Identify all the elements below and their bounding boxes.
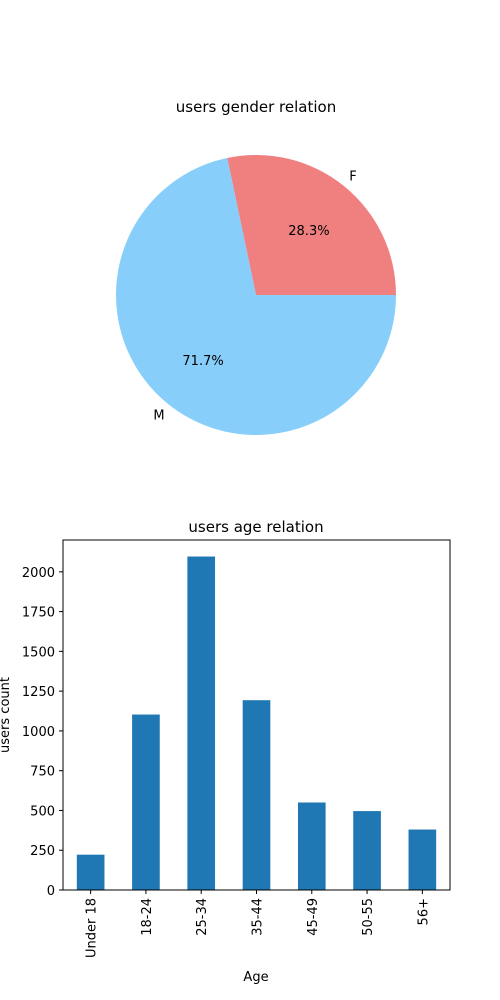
pie-label-f: F bbox=[349, 169, 356, 184]
bar bbox=[132, 714, 160, 890]
bar bbox=[408, 829, 437, 890]
pie-percent-m: 71.7% bbox=[182, 354, 223, 369]
pie-label-m: M bbox=[153, 409, 164, 424]
y-tick-label: 250 bbox=[30, 844, 55, 859]
x-tick-label: 50-55 bbox=[361, 898, 376, 936]
bar bbox=[76, 854, 105, 890]
pie-percent-f: 28.3% bbox=[288, 224, 329, 239]
y-tick-label: 2000 bbox=[22, 566, 55, 581]
y-tick-label: 1000 bbox=[22, 725, 55, 740]
y-tick-label: 750 bbox=[30, 765, 55, 780]
x-axis-label: Age bbox=[243, 970, 268, 985]
y-tick-label: 0 bbox=[47, 884, 55, 899]
pie-chart-title: users gender relation bbox=[176, 98, 336, 116]
bar bbox=[242, 700, 271, 890]
bar-chart-title: users age relation bbox=[188, 518, 323, 536]
y-tick-label: 500 bbox=[30, 804, 55, 819]
x-tick-label: 56+ bbox=[416, 898, 431, 925]
age-bar-chart: users age relation 0 250 500 750 1000 1250 150… bbox=[0, 518, 451, 985]
pie-slice-f bbox=[227, 155, 396, 295]
y-tick-label: 1750 bbox=[22, 606, 55, 621]
x-tick-label: Under 18 bbox=[85, 898, 100, 958]
gender-pie-chart: users gender relation F 28.3% M 71.7% bbox=[116, 98, 397, 436]
y-axis-label: users count bbox=[0, 677, 13, 753]
y-tick-label: 1250 bbox=[22, 685, 55, 700]
bar bbox=[187, 556, 216, 890]
pie-slice-m bbox=[116, 157, 397, 436]
x-tick-label: 45-49 bbox=[306, 898, 321, 936]
bar bbox=[297, 802, 326, 890]
plot-frame bbox=[62, 539, 451, 891]
x-tick-label: 35-44 bbox=[251, 898, 266, 936]
y-tick-label: 1500 bbox=[22, 645, 55, 660]
x-tick-label: 25-34 bbox=[195, 898, 210, 936]
bar bbox=[353, 811, 381, 890]
x-tick-label: 18-24 bbox=[140, 898, 155, 936]
